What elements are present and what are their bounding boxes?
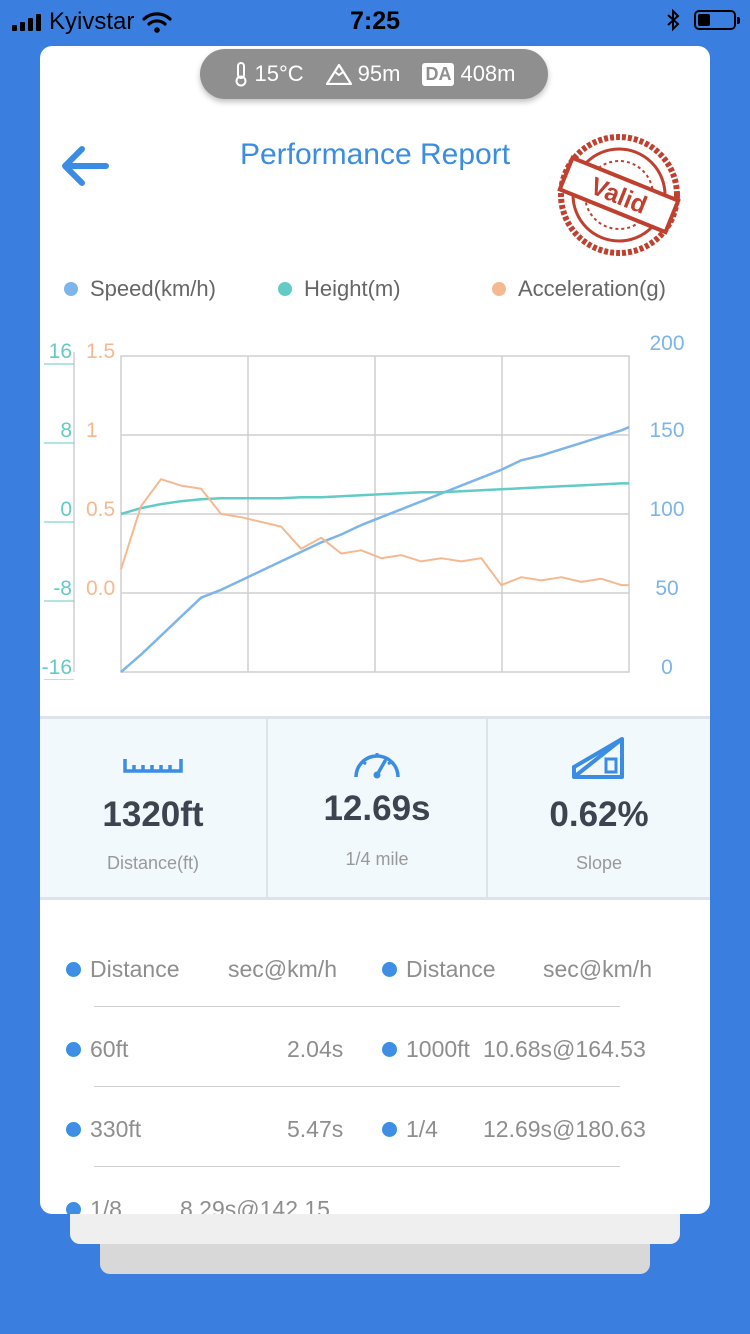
row-divider — [94, 1166, 620, 1167]
series-line-speed — [120, 425, 630, 673]
acceleration-tick-label: 1.5 — [86, 340, 115, 363]
acceleration-tick-label: 0.0 — [86, 577, 115, 600]
bullet-icon — [66, 962, 81, 977]
series-line-acceleration — [120, 478, 629, 587]
splits-header-distance-left: Distance — [90, 956, 180, 982]
legend-label-speed: Speed(km/h) — [90, 276, 216, 301]
back-arrow-icon[interactable] — [58, 142, 114, 190]
cellular-signal-icon — [12, 13, 41, 31]
height-tick-label: -16 — [42, 656, 72, 679]
valid-stamp-icon: Valid — [557, 134, 681, 256]
bullet-icon — [66, 1042, 81, 1057]
ruler-icon — [123, 759, 183, 773]
split-time: 2.04s — [287, 1036, 344, 1062]
speed-tick-label: 150 — [649, 419, 684, 442]
legend-label-height: Height(m) — [304, 276, 401, 301]
stats-panel: 1320ft Distance(ft) 12.69s 1/4 mile 0.62… — [40, 716, 710, 900]
stat-slope: 0.62% Slope — [488, 719, 710, 897]
split-distance: 1/8 — [90, 1196, 122, 1214]
stat-time-label: 1/4 mile — [345, 849, 409, 869]
page-title: Performance Report — [239, 138, 511, 171]
height-tick-label: 16 — [49, 340, 72, 363]
carrier-name: Kyivstar — [49, 8, 135, 35]
clock: 7:25 — [349, 7, 401, 35]
legend-item-speed: Speed(km/h) — [64, 276, 216, 302]
stat-slope-value: 0.62% — [549, 795, 649, 834]
splits-header-time-left: sec@km/h — [228, 956, 337, 982]
density-altitude-badge: DA — [422, 62, 455, 86]
height-tick-label: 8 — [60, 419, 72, 442]
environment-pill: 15°C 95m DA 408m — [200, 49, 548, 99]
split-time: 10.68s@164.53 — [483, 1036, 646, 1062]
stat-distance-label: Distance(ft) — [106, 853, 200, 873]
speed-tick-label: 200 — [649, 332, 684, 355]
split-distance: 1000ft — [406, 1036, 470, 1062]
split-distance: 60ft — [90, 1036, 129, 1062]
bullet-icon — [382, 962, 397, 977]
speed-tick-label: 0 — [661, 656, 673, 679]
status-bar: Kyivstar 7:25 — [0, 0, 750, 40]
performance-report-card: 15°C 95m DA 408m Performance Report Vali… — [40, 46, 710, 1214]
speed-tick-label: 50 — [655, 577, 678, 600]
performance-chart: 16 8 0 -8 -16 1.5 1 0.5 0.0 200 150 100 50 0 — [42, 332, 685, 680]
acceleration-tick-label: 1 — [86, 419, 98, 442]
split-time: 5.47s — [287, 1116, 344, 1142]
legend-dot-speed — [64, 282, 78, 296]
splits-header-time-right: sec@km/h — [543, 956, 652, 982]
thermometer-icon — [235, 62, 246, 87]
split-distance: 330ft — [90, 1116, 142, 1142]
acceleration-tick-label: 0.5 — [86, 498, 115, 521]
bullet-icon — [66, 1122, 81, 1137]
battery-icon — [694, 10, 740, 30]
stats-divider — [486, 719, 488, 897]
height-tick-label: -8 — [53, 577, 72, 600]
split-distance: 1/4 — [406, 1116, 438, 1142]
split-time: 8.29s@142.15 — [180, 1196, 330, 1214]
splits-table: Distance sec@km/h Distance sec@km/h 60ft… — [40, 896, 710, 1214]
legend-item-height: Height(m) — [278, 276, 401, 302]
row-divider — [94, 1086, 620, 1087]
temperature-value: 15°C — [254, 61, 304, 86]
stats-divider — [266, 719, 268, 897]
stat-time-value: 12.69s — [323, 789, 431, 828]
density-altitude-value: 408m — [460, 61, 516, 86]
stat-slope-label: Slope — [575, 853, 623, 873]
bullet-icon — [66, 1202, 81, 1214]
row-divider — [94, 1006, 620, 1007]
legend-dot-acceleration — [492, 282, 506, 296]
altitude-value: 95m — [357, 61, 401, 86]
slope-icon — [572, 737, 624, 779]
bullet-icon — [382, 1042, 397, 1057]
series-line-height — [120, 482, 629, 516]
splits-header-distance-right: Distance — [406, 956, 496, 982]
mountain-icon — [325, 63, 352, 85]
split-time: 12.69s@180.63 — [483, 1116, 646, 1142]
stat-time: 12.69s 1/4 mile — [268, 719, 486, 897]
bullet-icon — [382, 1122, 397, 1137]
bluetooth-icon — [667, 8, 680, 32]
speed-tick-label: 100 — [649, 498, 684, 521]
legend-dot-height — [278, 282, 292, 296]
wifi-icon — [142, 12, 172, 33]
stat-distance: 1320ft Distance(ft) — [40, 719, 266, 897]
legend-label-acceleration: Acceleration(g) — [518, 276, 666, 301]
speedometer-icon — [354, 753, 400, 779]
stat-distance-value: 1320ft — [102, 795, 204, 834]
height-tick-label: 0 — [60, 498, 72, 521]
legend-item-acceleration: Acceleration(g) — [492, 276, 666, 302]
